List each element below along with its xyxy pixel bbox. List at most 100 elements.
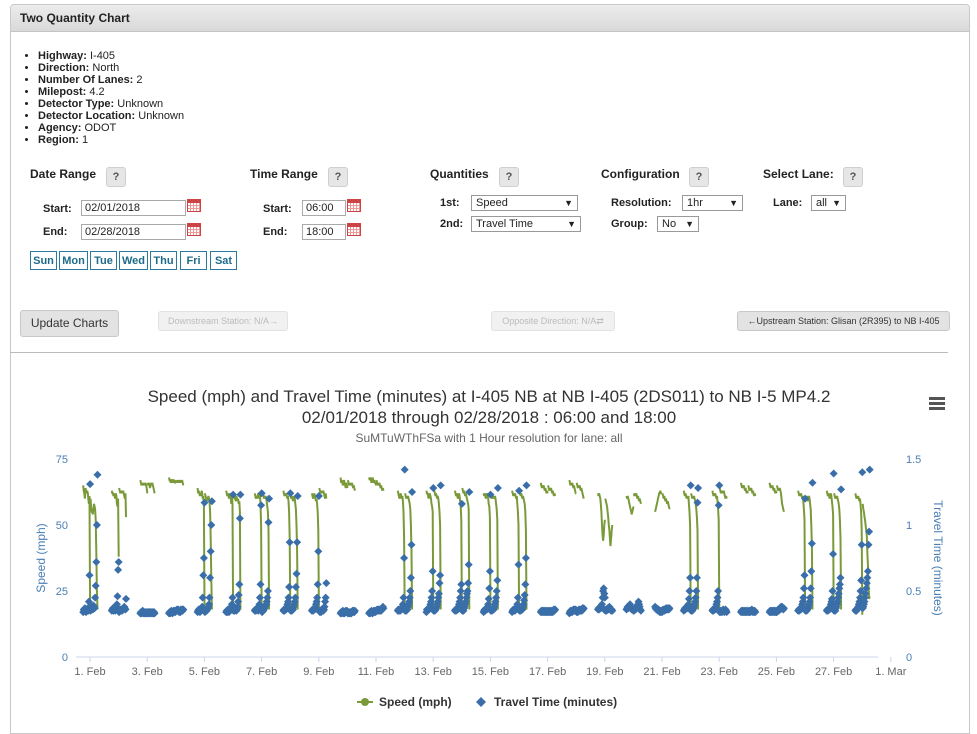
x-axis-tick-label: 5. Feb [189, 666, 220, 678]
speed-series-line [375, 479, 385, 491]
travel-time-point [835, 580, 844, 589]
day-toggle-wed[interactable]: Wed [119, 251, 148, 270]
travel-time-point [400, 465, 409, 474]
travel-time-point [799, 584, 808, 593]
date-end-calendar-icon[interactable] [187, 223, 201, 236]
speed-series-line [718, 487, 728, 499]
first-quantity-select[interactable]: Speed ▼ [471, 195, 578, 211]
travel-time-point [691, 593, 700, 602]
travel-time-point [665, 604, 674, 613]
group-select[interactable]: No ▼ [657, 216, 699, 232]
lane-help-button[interactable]: ? [843, 167, 863, 187]
left-axis-title: Speed (mph) [34, 523, 48, 592]
travel-time-point [199, 554, 208, 562]
travel-time-point [858, 468, 867, 477]
travel-time-point [829, 469, 838, 478]
speed-series-line [489, 493, 499, 610]
travel-time-point [863, 573, 872, 582]
info-value: Unknown [138, 110, 185, 122]
time-start-clock-icon[interactable] [347, 199, 361, 212]
day-toggle-sat[interactable]: Sat [210, 251, 237, 270]
chevron-down-icon: ▼ [685, 219, 694, 229]
travel-time-point [321, 593, 330, 602]
travel-time-point [863, 567, 872, 576]
travel-time-point [714, 587, 723, 595]
date-end-label: End: [43, 226, 68, 238]
lane-label: Lane: [773, 197, 803, 209]
travel-time-point [427, 593, 436, 602]
travel-time-point [600, 593, 609, 602]
opposite-direction-button[interactable]: Opposite Direction: N/A⇄ [491, 311, 615, 331]
time-range-help-button[interactable]: ? [328, 167, 348, 187]
travel-time-point [862, 584, 871, 593]
day-toggle-fri[interactable]: Fri [180, 251, 207, 270]
day-toggle-mon[interactable]: Mon [59, 251, 88, 270]
travel-time-point [865, 465, 874, 474]
date-start-calendar-icon[interactable] [187, 199, 201, 212]
travel-time-point [685, 587, 694, 595]
travel-time-point [198, 593, 207, 602]
info-label: Agency: [38, 122, 82, 134]
speed-series-line [232, 493, 242, 610]
update-charts-button[interactable]: Update Charts [20, 310, 119, 337]
travel-time-point [457, 580, 466, 589]
travel-time-point [322, 579, 331, 588]
travel-time-point [233, 602, 242, 611]
speed-series-line [825, 490, 835, 613]
x-axis-tick-label: 11. Feb [358, 666, 395, 678]
time-end-clock-icon[interactable] [347, 223, 361, 236]
menu-icon-bar [929, 407, 945, 410]
time-range-title: Time Range [250, 167, 318, 181]
travel-time-point [90, 604, 99, 613]
resolution-select[interactable]: 1hr ▼ [682, 195, 743, 211]
travel-time-point [864, 540, 873, 549]
speed-series-line [203, 493, 213, 610]
travel-time-point [520, 591, 529, 599]
upstream-station-button[interactable]: ←Upstream Station: Glisan (2R395) to NB … [737, 311, 950, 331]
travel-time-point [827, 594, 836, 603]
travel-time-point [408, 488, 417, 496]
travel-time-point [521, 554, 530, 562]
speed-series-line [253, 493, 263, 613]
travel-time-point [493, 484, 502, 492]
date-range-help-button[interactable]: ? [106, 167, 126, 187]
menu-icon-bar [929, 402, 945, 405]
second-quantity-select[interactable]: Travel Time ▼ [471, 216, 581, 232]
time-end-input[interactable]: 18:00 [302, 224, 346, 240]
travel-time-point [256, 580, 265, 589]
date-start-input[interactable]: 02/01/2018 [81, 200, 186, 216]
chevron-down-icon: ▼ [832, 198, 841, 208]
x-axis-tick-label: 21. Feb [643, 666, 680, 678]
left-axis-tick-label: 0 [62, 652, 68, 664]
travel-time-point [693, 498, 702, 507]
travel-time-point [515, 486, 524, 495]
downstream-station-button[interactable]: Downstream Station: N/A→ [158, 311, 288, 331]
configuration-help-button[interactable]: ? [689, 167, 709, 187]
speed-series-line [797, 490, 807, 610]
quantities-help-button[interactable]: ? [499, 167, 519, 187]
station-info-list: Highway: I-405 Direction: North Number O… [38, 50, 184, 146]
lane-select[interactable]: all ▼ [811, 195, 846, 211]
speed-series-line [110, 490, 120, 557]
day-toggle-sun[interactable]: Sun [30, 251, 57, 270]
travel-time-point [857, 540, 866, 549]
time-start-input[interactable]: 06:00 [302, 200, 346, 216]
speed-series-line [518, 490, 528, 610]
date-end-input[interactable]: 02/28/2018 [81, 224, 186, 240]
group-label: Group: [611, 218, 648, 230]
day-toggle-tue[interactable]: Tue [90, 251, 117, 270]
travel-time-point [114, 565, 123, 574]
travel-time-point [313, 580, 322, 589]
info-item-detector-type: Detector Type: Unknown [38, 98, 184, 110]
travel-time-point [861, 589, 870, 598]
travel-time-point [799, 593, 808, 602]
second-quantity-value: Travel Time [476, 218, 534, 230]
x-axis-tick-label: 3. Feb [132, 666, 163, 678]
speed-series-line [461, 487, 471, 610]
travel-time-point [399, 593, 408, 602]
travel-time-point [464, 560, 473, 569]
travel-time-point [484, 594, 493, 603]
day-toggle-thu[interactable]: Thu [150, 251, 177, 270]
travel-time-point [715, 481, 724, 490]
